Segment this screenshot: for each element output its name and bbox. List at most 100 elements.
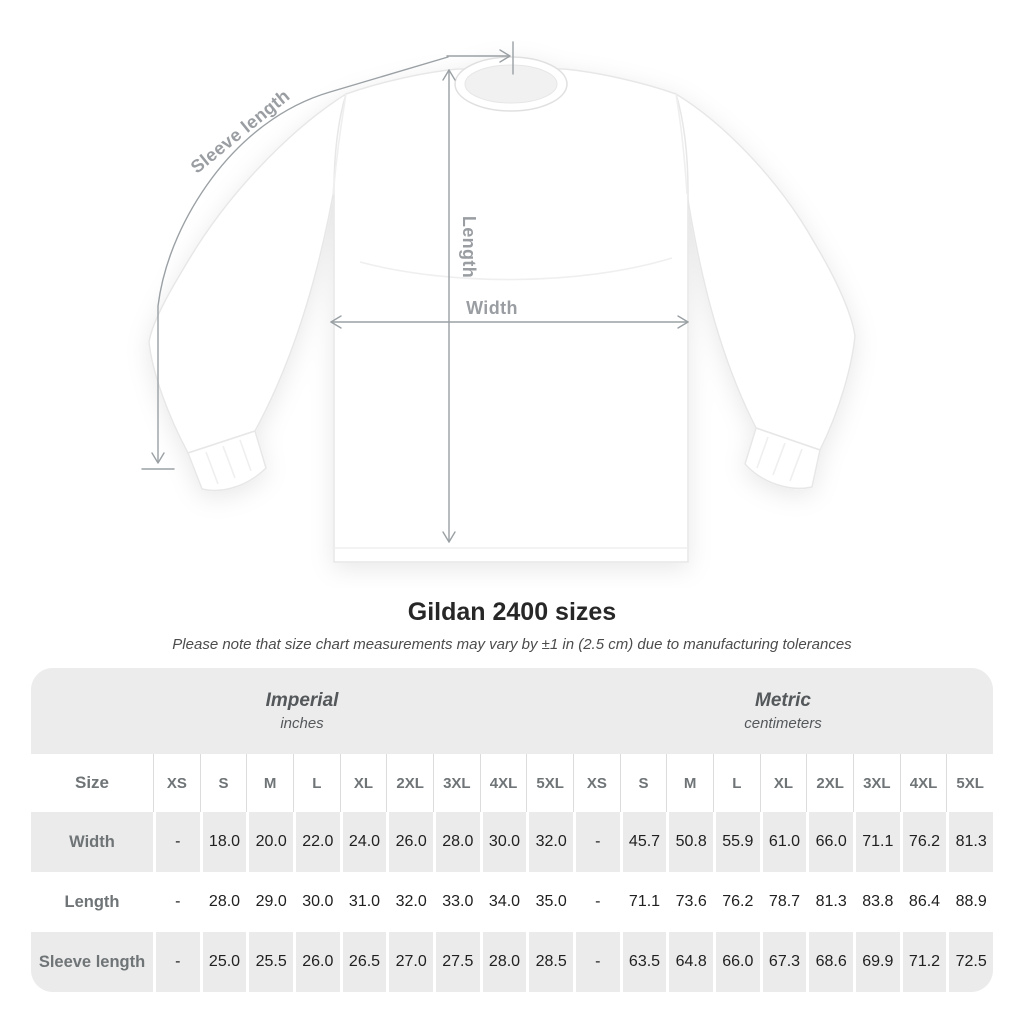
value-cell: 25.5 [246, 932, 293, 992]
shirt-right-cuff [744, 427, 821, 490]
value-cell: 20.0 [246, 812, 293, 872]
imperial-unit: inches [280, 715, 324, 732]
size-col-header: Size [31, 754, 153, 812]
value-cell: 61.0 [759, 812, 807, 872]
value-cell: 64.8 [666, 932, 713, 992]
imperial-title: Imperial [265, 690, 339, 711]
value-cell: - [153, 932, 200, 992]
value-cell: 26.0 [386, 812, 433, 872]
size-header-imperial-s: S [199, 754, 247, 812]
value-cell: - [573, 872, 620, 932]
value-cell: 81.3 [806, 872, 853, 932]
value-cell: 50.8 [666, 812, 713, 872]
size-header-imperial-5xl: 5XL [526, 754, 573, 812]
size-header-metric-s: S [619, 754, 667, 812]
value-cell: 72.5 [946, 932, 993, 992]
shirt-left-cuff [187, 430, 267, 492]
row-label: Width [31, 812, 153, 872]
size-header-metric-xs: XS [573, 754, 620, 812]
unit-groups-header: Imperial inches Metric centimeters [31, 668, 993, 754]
metric-title: Metric [755, 690, 811, 711]
value-cell: 73.6 [666, 872, 713, 932]
value-cell: 69.9 [853, 932, 900, 992]
length-label: Length [459, 216, 479, 278]
size-chart-table: Imperial inches Metric centimeters Size … [31, 668, 993, 992]
table-row-sleeve-length: Sleeve length - 25.0 25.5 26.0 26.5 27.0… [31, 932, 993, 992]
value-cell: 66.0 [713, 932, 760, 992]
size-header-imperial-2xl: 2XL [386, 754, 433, 812]
value-cell: - [573, 812, 620, 872]
size-header-metric-3xl: 3XL [853, 754, 900, 812]
value-cell: - [153, 812, 200, 872]
size-header-imperial-xl: XL [339, 754, 387, 812]
size-header-imperial-3xl: 3XL [433, 754, 480, 812]
value-cell: 83.8 [853, 872, 900, 932]
value-cell: 26.0 [293, 932, 340, 992]
value-cell: 35.0 [526, 872, 573, 932]
value-cell: 24.0 [339, 812, 387, 872]
value-cell: 31.0 [339, 872, 387, 932]
value-cell: 76.2 [899, 812, 947, 872]
size-header-row: Size XS S M L XL 2XL 3XL 4XL 5XL XS S M … [31, 754, 993, 812]
value-cell: 55.9 [713, 812, 760, 872]
size-header-metric-2xl: 2XL [806, 754, 853, 812]
value-cell: 88.9 [946, 872, 993, 932]
value-cell: 26.5 [339, 932, 387, 992]
size-header-imperial-xs: XS [153, 754, 200, 812]
row-label: Sleeve length [31, 932, 153, 992]
value-cell: 22.0 [293, 812, 340, 872]
size-header-metric-xl: XL [759, 754, 807, 812]
value-cell: 28.0 [199, 872, 247, 932]
value-cell: 86.4 [899, 872, 947, 932]
table-row-length: Length - 28.0 29.0 30.0 31.0 32.0 33.0 3… [31, 872, 993, 932]
value-cell: 28.0 [479, 932, 527, 992]
metric-unit: centimeters [744, 715, 822, 732]
value-cell: 78.7 [759, 872, 807, 932]
value-cell: 71.1 [619, 872, 667, 932]
value-cell: 32.0 [386, 872, 433, 932]
size-header-imperial-4xl: 4XL [479, 754, 527, 812]
value-cell: 28.5 [526, 932, 573, 992]
value-cell: 71.2 [899, 932, 947, 992]
row-label: Length [31, 872, 153, 932]
value-cell: - [573, 932, 620, 992]
size-header-imperial-m: M [246, 754, 293, 812]
value-cell: 76.2 [713, 872, 760, 932]
size-header-metric-l: L [713, 754, 760, 812]
value-cell: 32.0 [526, 812, 573, 872]
value-cell: 71.1 [853, 812, 900, 872]
metric-header: Metric centimeters [573, 668, 993, 754]
width-dimension-line: Width [330, 298, 689, 329]
value-cell: 18.0 [199, 812, 247, 872]
size-header-metric-4xl: 4XL [899, 754, 947, 812]
shirt-measurement-diagram: Sleeve length Length Width [141, 41, 856, 563]
value-cell: 66.0 [806, 812, 853, 872]
table-row-width: Width - 18.0 20.0 22.0 24.0 26.0 28.0 30… [31, 812, 993, 872]
value-cell: 30.0 [293, 872, 340, 932]
size-header-metric-5xl: 5XL [946, 754, 993, 812]
value-cell: 33.0 [433, 872, 480, 932]
value-cell: 30.0 [479, 812, 527, 872]
value-cell: 68.6 [806, 932, 853, 992]
shirt-right-sleeve [674, 92, 856, 451]
value-cell: 25.0 [199, 932, 247, 992]
long-sleeve-shirt-illustration [148, 56, 856, 563]
value-cell: 45.7 [619, 812, 667, 872]
value-cell: 27.0 [386, 932, 433, 992]
shirt-collar-opening [464, 64, 558, 104]
value-cell: 67.3 [759, 932, 807, 992]
value-cell: 34.0 [479, 872, 527, 932]
size-header-imperial-l: L [293, 754, 340, 812]
value-cell: 29.0 [246, 872, 293, 932]
page-title: Gildan 2400 sizes [407, 598, 617, 626]
imperial-header: Imperial inches [31, 668, 573, 754]
value-cell: 28.0 [433, 812, 480, 872]
width-label: Width [466, 298, 518, 318]
shirt-left-sleeve [148, 92, 348, 454]
value-cell: - [153, 872, 200, 932]
length-dimension-line: Length [442, 69, 479, 543]
value-cell: 81.3 [946, 812, 993, 872]
size-header-metric-m: M [666, 754, 713, 812]
value-cell: 63.5 [619, 932, 667, 992]
